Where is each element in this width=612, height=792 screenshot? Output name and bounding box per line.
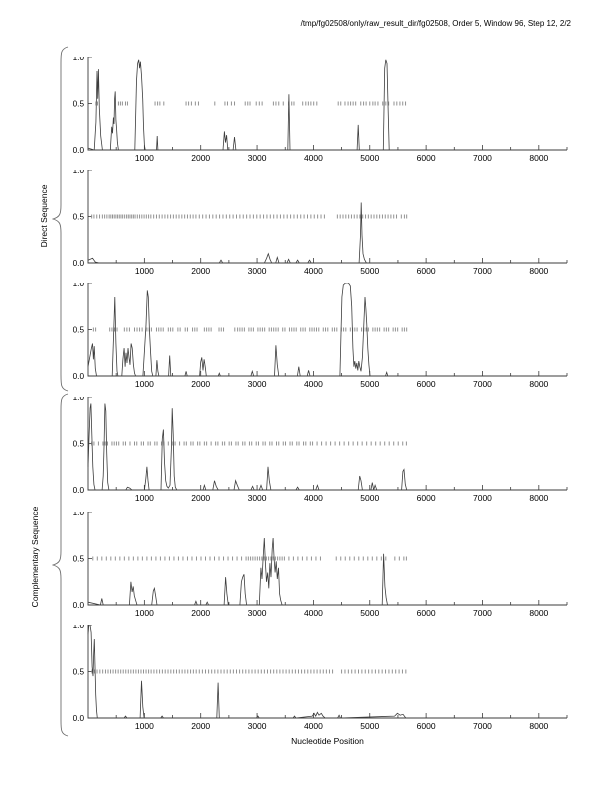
x-tick-label: 7000 — [473, 493, 492, 503]
probability-trace-direct-frame-3 — [87, 283, 567, 377]
x-tick-label: 2000 — [191, 721, 210, 731]
x-tick-label: 4000 — [304, 379, 323, 389]
x-tick-label: 7000 — [473, 721, 492, 731]
plot-title: /tmp/fg02508/only/raw_result_dir/fg02508… — [300, 19, 571, 28]
x-tick-label: 2000 — [191, 266, 210, 276]
x-tick-label: 1000 — [135, 608, 154, 618]
y-tick-label: 1.0 — [73, 512, 85, 517]
probability-trace-complementary-frame-3 — [87, 625, 567, 719]
x-tick-label: 1000 — [135, 266, 154, 276]
x-tick-label: 1000 — [135, 379, 154, 389]
y-tick-label: 1.0 — [73, 57, 85, 62]
x-tick-label: 3000 — [248, 153, 267, 163]
x-tick-label: 6000 — [417, 379, 436, 389]
y-tick-label: 0.5 — [73, 213, 85, 222]
x-tick-label: 6000 — [417, 493, 436, 503]
x-tick-label: 5000 — [360, 721, 379, 731]
x-tick-label: 4000 — [304, 266, 323, 276]
x-tick-label: 5000 — [360, 153, 379, 163]
panel-plot-complementary-3: 0.0 0.5 1.0 1000 2000 3000 4000 5000 6000 7000 800… — [73, 625, 568, 731]
y-tick-label: 1.0 — [73, 397, 85, 402]
y-tick-label: 1.0 — [73, 283, 85, 288]
y-tick-label: 0.0 — [73, 486, 85, 495]
probability-trace-direct-frame-2 — [87, 202, 567, 264]
y-tick-label: 0.5 — [73, 440, 85, 449]
y-tick-label: 0.5 — [73, 100, 85, 109]
x-tick-label: 7000 — [473, 153, 492, 163]
direct-group-brace — [52, 46, 69, 392]
y-tick-label: 0.0 — [73, 146, 85, 155]
x-axis-title: Nucleotide Position — [291, 736, 364, 746]
complementary-group-brace — [52, 393, 69, 737]
probability-trace-complementary-frame-1 — [87, 403, 567, 491]
probability-trace-complementary-frame-2 — [87, 537, 567, 606]
x-tick-label: 2000 — [191, 153, 210, 163]
y-tick-label: 1.0 — [73, 625, 85, 630]
y-tick-label: 0.0 — [73, 372, 85, 381]
panel-plot-direct-3: 0.0 0.5 1.0 1000 2000 3000 4000 5000 6000 7000 800… — [73, 283, 568, 389]
x-tick-label: 8000 — [529, 721, 548, 731]
x-tick-label: 8000 — [529, 493, 548, 503]
x-tick-label: 1000 — [135, 493, 154, 503]
x-tick-label: 6000 — [417, 266, 436, 276]
x-tick-label: 2000 — [191, 379, 210, 389]
y-tick-label: 0.0 — [73, 714, 85, 723]
x-tick-label: 1000 — [135, 153, 154, 163]
x-tick-label: 5000 — [360, 266, 379, 276]
x-tick-label: 6000 — [417, 608, 436, 618]
x-tick-label: 4000 — [304, 153, 323, 163]
x-tick-label: 6000 — [417, 721, 436, 731]
y-tick-label: 0.5 — [73, 668, 85, 677]
x-tick-label: 3000 — [248, 608, 267, 618]
probability-trace-direct-frame-1 — [87, 59, 567, 151]
panel-plot-complementary-2: 0.0 0.5 1.0 1000 2000 3000 4000 5000 6000 7000 800… — [73, 512, 568, 618]
x-tick-label: 7000 — [473, 608, 492, 618]
x-tick-label: 8000 — [529, 608, 548, 618]
x-tick-label: 8000 — [529, 266, 548, 276]
y-tick-label: 0.5 — [73, 555, 85, 564]
panel-plot-direct-1: 0.0 0.5 1.0 1000 2000 3000 4000 5000 6000 7000 800… — [73, 57, 568, 163]
x-tick-label: 4000 — [304, 721, 323, 731]
x-tick-label: 5000 — [360, 608, 379, 618]
x-tick-label: 8000 — [529, 153, 548, 163]
x-tick-label: 8000 — [529, 379, 548, 389]
x-tick-label: 3000 — [248, 379, 267, 389]
y-tick-label: 0.0 — [73, 601, 85, 610]
x-tick-label: 4000 — [304, 608, 323, 618]
x-tick-label: 3000 — [248, 493, 267, 503]
y-tick-label: 0.0 — [73, 259, 85, 268]
x-tick-label: 5000 — [360, 493, 379, 503]
panel-plot-complementary-1: 0.0 0.5 1.0 1000 2000 3000 4000 5000 6000 7000 800… — [73, 397, 568, 503]
x-tick-label: 2000 — [191, 493, 210, 503]
x-tick-label: 5000 — [360, 379, 379, 389]
x-tick-label: 3000 — [248, 266, 267, 276]
x-tick-label: 1000 — [135, 721, 154, 731]
y-tick-label: 0.5 — [73, 326, 85, 335]
x-tick-label: 6000 — [417, 153, 436, 163]
x-tick-label: 2000 — [191, 608, 210, 618]
x-tick-label: 3000 — [248, 721, 267, 731]
x-tick-label: 7000 — [473, 379, 492, 389]
x-tick-label: 7000 — [473, 266, 492, 276]
y-tick-label: 1.0 — [73, 170, 85, 175]
x-tick-label: 4000 — [304, 493, 323, 503]
panel-plot-direct-2: 0.0 0.5 1.0 1000 2000 3000 4000 5000 6000 7000 800… — [73, 170, 568, 276]
